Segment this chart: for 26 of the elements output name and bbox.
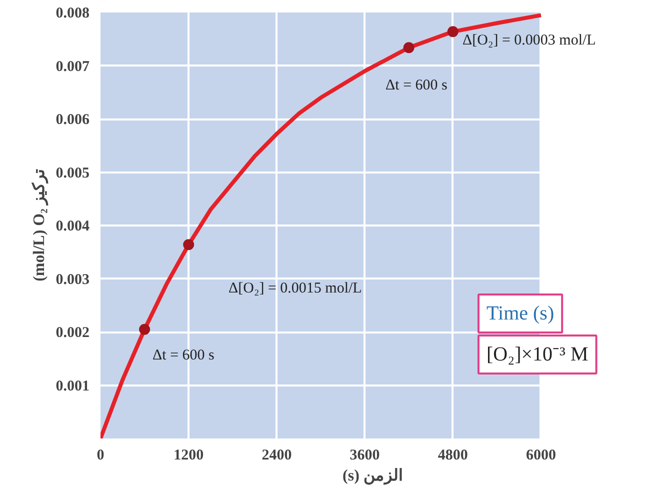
y-axis-title: (mol/L) O₂ تركيز: [30, 168, 49, 282]
y-tick-label: 0.008: [56, 6, 90, 22]
y-tick-label: 0.003: [56, 272, 90, 288]
point: [447, 26, 458, 38]
point: [183, 239, 194, 250]
annotation: Δt = 600 s: [386, 78, 448, 94]
y-tick-label: 0.007: [56, 58, 90, 75]
y-tick-label: 0.004: [56, 218, 90, 234]
annotation: Δ[O₂] = 0.0015 mol/L: [228, 280, 362, 296]
y-tick-label: 0.006: [56, 112, 90, 128]
x-tick-label: 2400: [262, 448, 292, 464]
x-tick-label: 4800: [438, 448, 468, 464]
annotation: [O₂]×10⁻³ M: [486, 344, 589, 366]
annotation: Δ[O₂] = 0.0003 mol/L: [462, 32, 596, 48]
y-tick-label: 0.001: [56, 378, 90, 394]
x-tick-label: 0: [96, 448, 104, 464]
y-tick-label: 0.002: [56, 325, 90, 341]
x-tick-label: 6000: [526, 448, 556, 464]
point: [403, 42, 414, 54]
y-tick-label: 0.005: [56, 165, 90, 182]
point: [139, 324, 150, 335]
annotation: Time (s): [486, 302, 554, 324]
x-tick-label: 1200: [174, 448, 204, 464]
x-tick-label: 3600: [350, 448, 380, 464]
x-axis-title: (s) الزمن: [342, 468, 402, 486]
annotation: Δt = 600 s: [152, 348, 215, 364]
